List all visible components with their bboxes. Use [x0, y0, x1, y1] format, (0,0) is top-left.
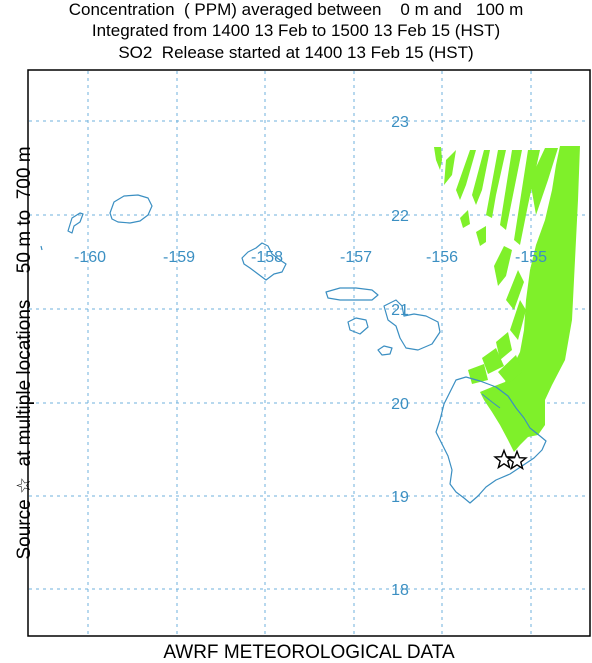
island-oahu	[241, 242, 287, 281]
coastlines	[40, 194, 547, 504]
source-side-label: Source ☆ at multiple locations 50 m to 7…	[14, 146, 35, 560]
header-integration-line: Integrated from 1400 13 Feb to 1500 13 F…	[91, 21, 501, 40]
island-niihau	[67, 212, 84, 234]
island-molokai	[325, 287, 379, 301]
lon-label: -155	[515, 249, 547, 266]
island-kahoolawe	[377, 345, 393, 356]
graticule	[29, 71, 589, 635]
lat-label: 23	[391, 114, 409, 131]
lat-label: 22	[391, 208, 409, 225]
lon-label: -158	[251, 249, 283, 266]
lat-label: 18	[391, 582, 409, 599]
island-lanai	[347, 317, 369, 335]
lon-label: -160	[74, 249, 106, 266]
source-star-icon	[493, 448, 515, 470]
source-markers	[493, 448, 528, 471]
island-kauai	[109, 194, 153, 224]
island-hawaii	[435, 376, 547, 504]
header-concentration-line: Concentration ( PPM) averaged between 0 …	[68, 0, 524, 19]
map-frame	[27, 69, 591, 637]
header-release-line: SO2 Release started at 1400 13 Feb 15 (H…	[118, 43, 474, 62]
so2-plume	[434, 146, 580, 452]
lat-label: 19	[391, 489, 409, 506]
lat-label: 20	[391, 396, 409, 413]
lat-label: 21	[391, 302, 409, 319]
lon-label: -159	[163, 249, 195, 266]
source-star-icon	[506, 449, 528, 471]
lon-label: -157	[340, 249, 372, 266]
island-maui	[383, 299, 441, 351]
footer-data-source: AWRF METEOROLOGICAL DATA	[163, 642, 455, 663]
lon-label: -156	[426, 249, 458, 266]
